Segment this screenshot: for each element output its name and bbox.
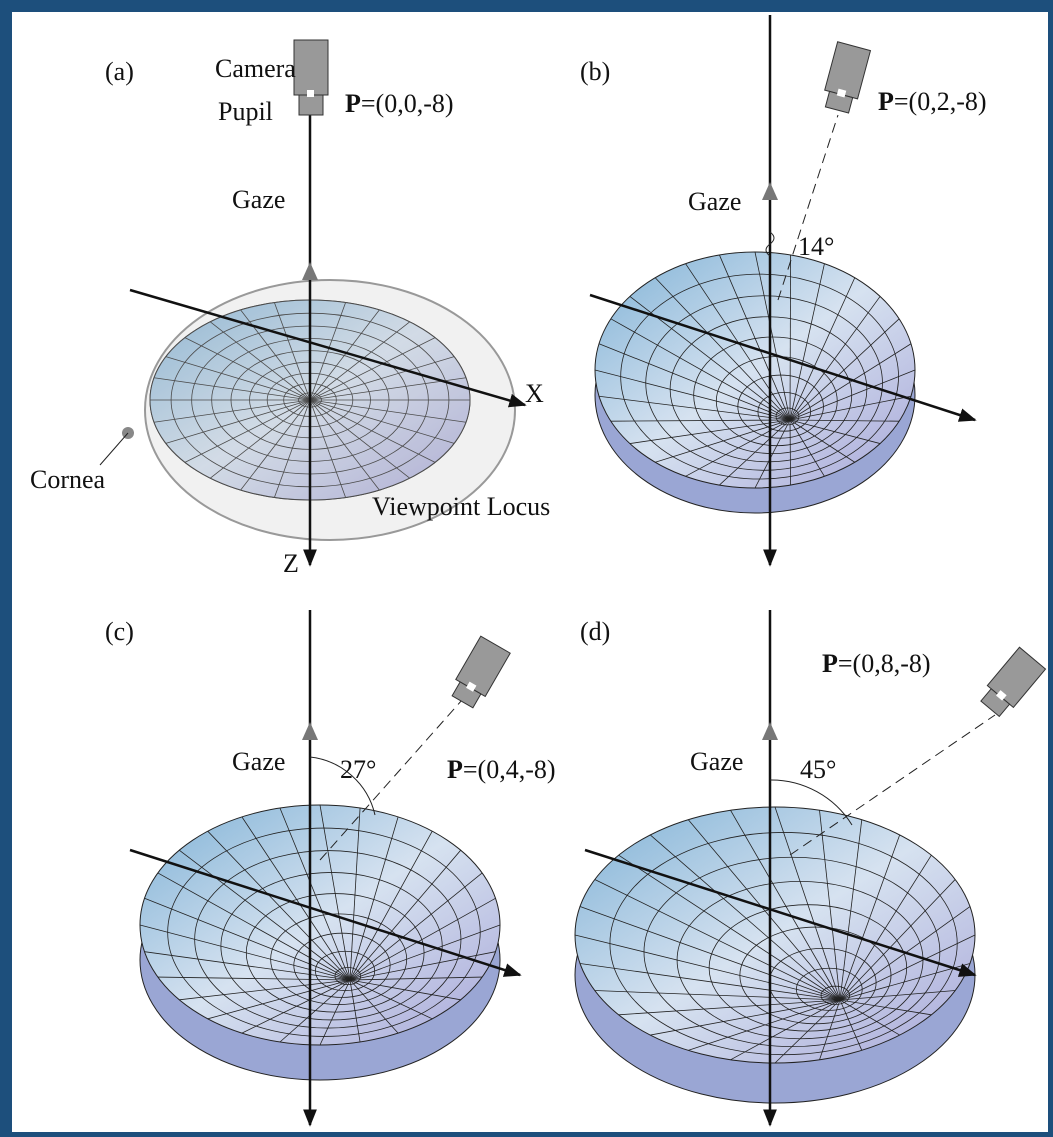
page: (a) Camera Pupil P=(0,0,-8) Gaze X Corne… xyxy=(0,0,1053,1137)
cornea-label: Cornea xyxy=(30,465,106,494)
camera-lens xyxy=(299,95,323,115)
pupil-dot xyxy=(307,90,314,97)
surface xyxy=(575,807,975,1063)
panel-label: (d) xyxy=(580,617,610,646)
camera-label: Camera xyxy=(215,54,296,83)
point-label: P=(0,8,-8) xyxy=(822,649,931,678)
camera xyxy=(294,40,328,95)
x-axis-label: X xyxy=(525,379,544,408)
gaze-label: Gaze xyxy=(232,185,285,214)
gaze-label: Gaze xyxy=(690,747,743,776)
angle-label: 14° xyxy=(798,232,834,261)
figure: (a) Camera Pupil P=(0,0,-8) Gaze X Corne… xyxy=(0,0,1053,1137)
locus-label: Viewpoint Locus xyxy=(372,492,550,521)
gaze-label: Gaze xyxy=(232,747,285,776)
angle-label: 45° xyxy=(800,755,836,784)
panel-label: (b) xyxy=(580,57,610,86)
z-axis-label: Z xyxy=(283,549,299,578)
panel-label: (c) xyxy=(105,617,134,646)
surface xyxy=(140,805,500,1045)
gaze-label: Gaze xyxy=(688,187,741,216)
pupil-label: Pupil xyxy=(218,97,273,126)
point-label: P=(0,4,-8) xyxy=(447,755,556,784)
point-label: P=(0,0,-8) xyxy=(345,89,454,118)
panel-label: (a) xyxy=(105,57,134,86)
angle-label: 27° xyxy=(340,755,376,784)
point-label: P=(0,2,-8) xyxy=(878,87,987,116)
